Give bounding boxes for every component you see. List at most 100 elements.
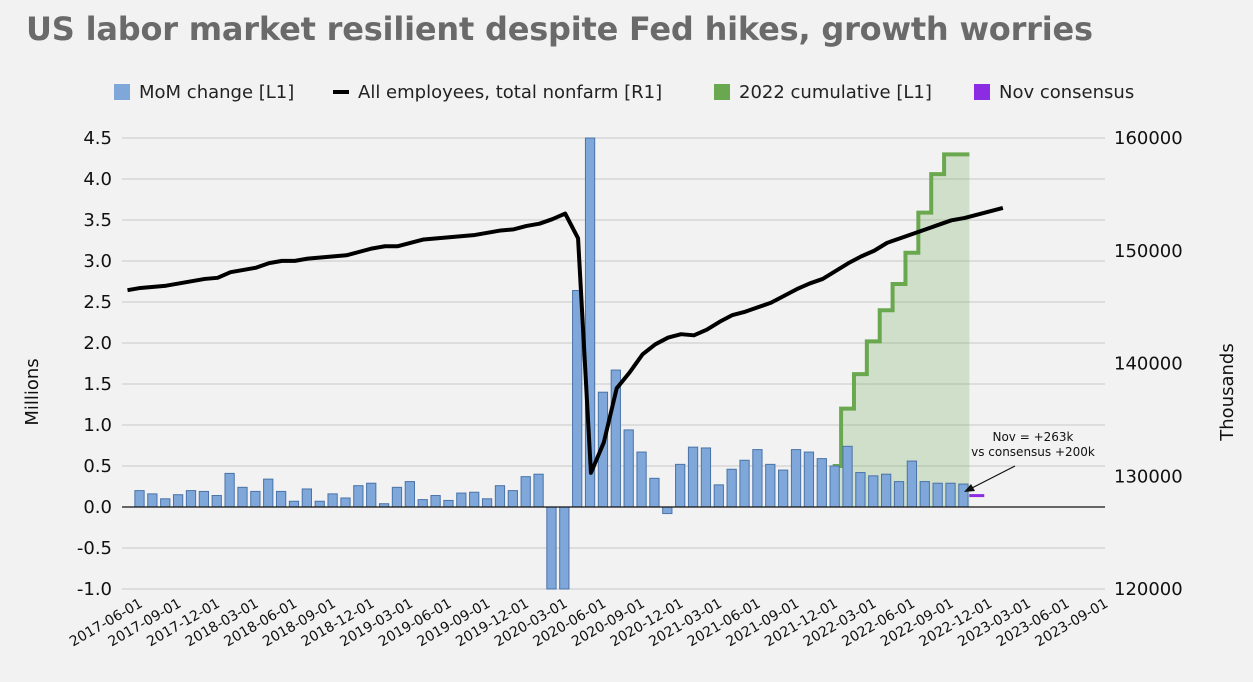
mom-bar [700,447,712,508]
mom-bars [134,137,969,590]
legend-label-nonfarm: All employees, total nonfarm [R1] [358,81,663,103]
mom-bar [520,476,531,508]
legend-item-cumulative: 2022 cumulative [L1] [714,80,932,104]
mom-bar [687,446,699,508]
mom-bar [726,468,737,508]
mom-bar [713,484,724,508]
right-tick-label: 160000 [1114,128,1183,149]
left-tick-label: 1.5 [83,374,112,395]
mom-bar [893,481,905,508]
mom-bar [752,449,763,508]
nonfarm-line [127,205,1004,475]
mom-bar [481,498,493,508]
mom-bar [546,506,557,590]
right-tick-label: 120000 [1114,579,1183,600]
mom-bar [340,497,351,508]
mom-bar [623,429,634,508]
left-tick-label: 2.5 [83,292,112,313]
mom-bar [739,459,750,508]
mom-bar [198,490,210,508]
left-tick-label: 0.0 [83,497,112,518]
mom-bar [263,478,274,508]
mom-bar [649,477,660,508]
annotation-line-2: vs consensus +200k [971,445,1095,459]
right-tick-label: 150000 [1114,241,1183,262]
mom-bar [778,469,789,508]
annotation-line-1: Nov = +263k [992,430,1073,444]
legend: MoM change [L1] All employees, total non… [0,80,1253,104]
mom-bar [881,473,892,508]
mom-bar [469,491,480,508]
mom-bar [301,488,312,508]
mom-bar [172,494,184,508]
annotation-arrow-line [967,465,1016,491]
mom-bar [160,498,171,508]
mom-bar [559,506,570,590]
left-tick-label: 3.5 [83,210,112,231]
legend-swatch-nonfarm [333,90,349,94]
cumulative-line [832,152,970,507]
mom-bar [430,495,441,508]
left-tick-label: 2.0 [83,333,112,354]
y-axis-label-right: Thousands [1217,343,1238,441]
mom-bar [417,499,428,508]
mom-bar [494,485,506,508]
right-axis-ticks: 160000 150000 140000 130000 120000 [1114,128,1183,600]
mom-bar [353,485,364,508]
mom-bar [327,493,338,508]
mom-bar [533,473,544,508]
mom-bar [842,445,853,508]
mom-bar [868,475,879,508]
mom-bar [790,449,802,508]
mom-bar [636,451,647,508]
mom-bar [855,472,866,508]
mom-bar [765,463,776,508]
mom-bar [456,492,467,508]
mom-bar [816,458,827,508]
left-axis-ticks: 4.5 4.0 3.5 3.0 2.5 2.0 1.5 1.0 0.5 0.0 -0.5 -1.0 [77,128,112,600]
mom-bar [275,490,287,508]
mom-bar [443,499,454,508]
mom-bar [958,483,969,508]
legend-item-nonfarm: All employees, total nonfarm [R1] [333,80,662,104]
left-tick-label: 1.0 [83,415,112,436]
left-tick-label: 3.0 [83,251,112,272]
mom-bar [391,486,403,508]
mom-bar [662,506,673,515]
mom-bar [314,500,325,508]
mom-bar [224,472,235,508]
annotation-arrow-head [964,484,975,492]
legend-label-cumulative: 2022 cumulative [L1] [739,81,932,103]
legend-swatch-mom [114,84,130,100]
right-tick-label: 130000 [1114,466,1183,487]
mom-bar [675,463,686,508]
mom-bar [829,465,840,508]
left-tick-label: -1.0 [77,579,112,600]
mom-bar [919,481,930,508]
mom-bar [945,482,956,508]
cumulative-area [834,154,970,507]
nonfarm-series [127,205,1004,475]
mom-bar [572,290,583,508]
right-tick-label: 140000 [1114,354,1183,375]
mom-bar [237,486,248,508]
mom-bar [250,490,261,508]
mom-bar [147,493,158,508]
mom-bar [507,490,518,508]
mom-bar [211,495,222,508]
left-tick-label: 4.0 [83,169,112,190]
mom-bar [366,482,377,508]
x-axis-ticks: 2017-06-012017-09-012017-12-012018-03-01… [67,596,1111,651]
left-tick-label: -0.5 [77,538,112,559]
chart-title: US labor market resilient despite Fed hi… [26,10,1093,48]
legend-swatch-consensus [974,84,990,100]
mom-bar [288,500,300,508]
mom-bar [803,451,815,508]
y-axis-label-left: Millions [22,358,43,425]
legend-item-mom: MoM change [L1] [114,80,294,104]
cumulative-series [832,152,970,507]
left-tick-label: 0.5 [83,456,112,477]
mom-bar [134,490,145,508]
